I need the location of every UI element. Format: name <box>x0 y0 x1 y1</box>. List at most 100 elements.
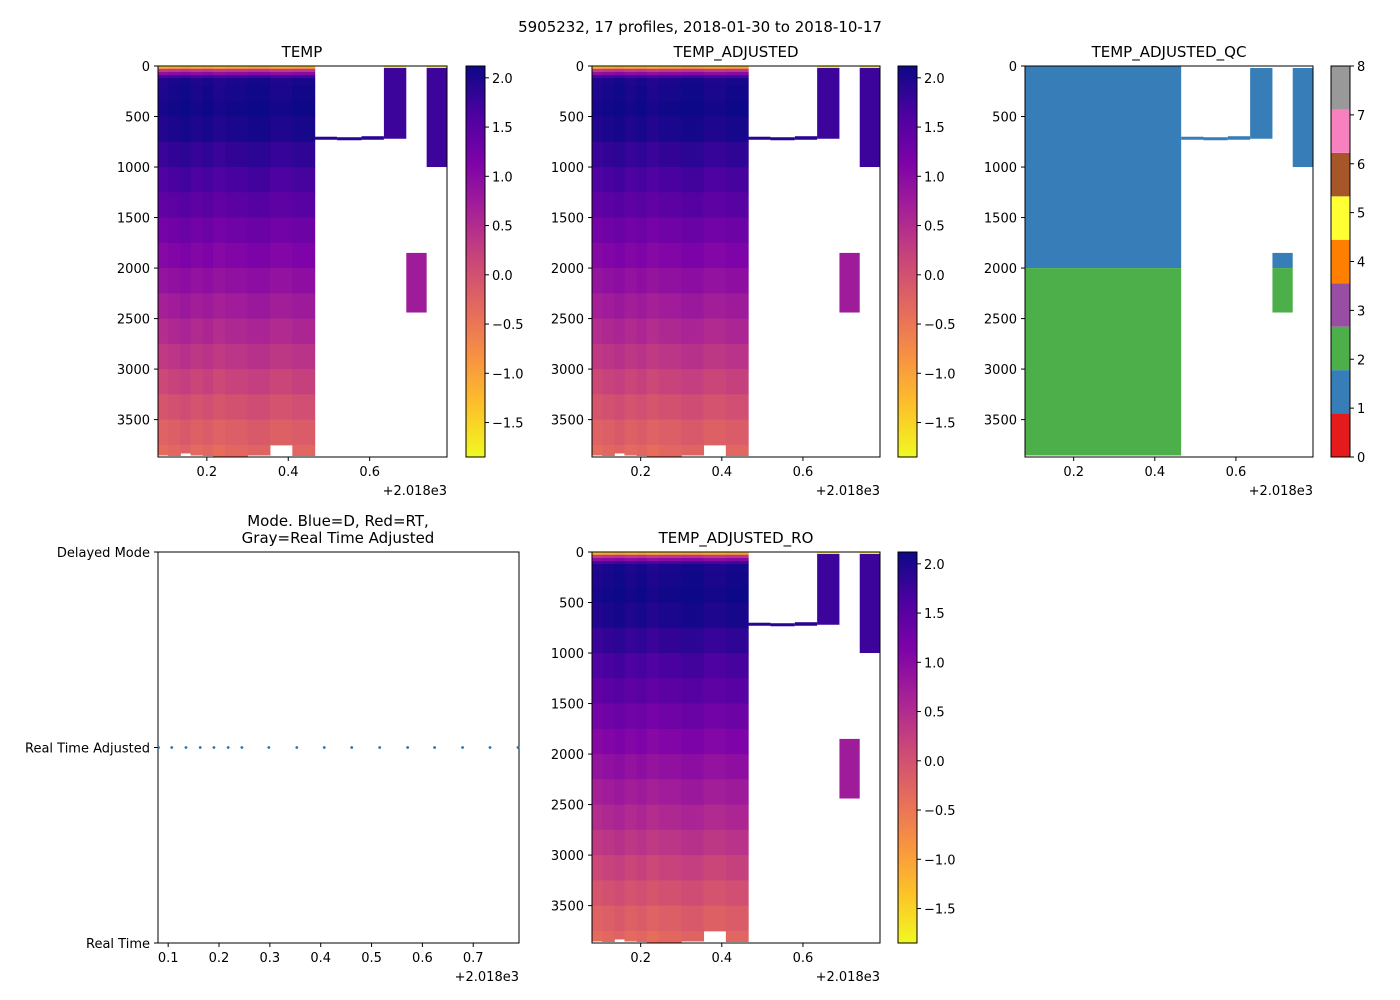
profile-cell <box>614 728 625 755</box>
profile-cell <box>614 444 625 454</box>
profile-cell <box>725 703 749 730</box>
panel-title: TEMP_ADJUSTED_QC <box>1091 43 1247 62</box>
y-tick-label: 3500 <box>551 900 584 915</box>
profile-cell <box>602 242 615 269</box>
profile-cell <box>658 116 682 143</box>
profile-cell <box>180 419 192 446</box>
profile-cell <box>725 75 749 79</box>
profile-cell <box>292 75 316 79</box>
profile-cell <box>180 318 192 345</box>
profile-cell <box>658 678 682 705</box>
profile-cell <box>636 78 648 87</box>
profile-cell <box>292 318 316 345</box>
profile-cell <box>703 627 727 654</box>
profile-cell <box>703 141 727 168</box>
profile-cell <box>725 67 749 70</box>
profile-cell <box>725 141 749 168</box>
profile-cell <box>624 217 638 244</box>
profile-cell <box>247 69 271 73</box>
profile-cell <box>602 905 615 932</box>
profile-cell <box>646 905 660 932</box>
profile-cell <box>168 69 181 73</box>
profile-cell <box>681 369 705 395</box>
profile-cell <box>292 66 316 69</box>
profile-cell <box>658 78 682 87</box>
y-tick-label: 2000 <box>551 262 584 277</box>
colorbar-tick-label: 1.0 <box>924 656 945 671</box>
qc-cell <box>1292 68 1313 168</box>
profile-cell <box>646 268 660 294</box>
profile-cell <box>646 444 660 458</box>
profile-cell <box>190 66 204 69</box>
profile-cell <box>168 67 181 70</box>
profile-cell <box>624 141 638 168</box>
profile-cell <box>225 78 249 87</box>
profile-cell <box>292 78 316 87</box>
profile-cell <box>383 66 407 70</box>
profile-cell <box>646 572 660 588</box>
profile-cell <box>592 369 603 395</box>
profile-cell <box>725 268 749 294</box>
mode-axes: 0.1 0.2 0.3 0.4 0.5 0.6 0.7 Real Time Real Time … <box>25 546 484 966</box>
profile-cell <box>646 67 660 70</box>
profile-cell <box>225 66 249 69</box>
profile-cell <box>658 69 682 73</box>
profile-cell <box>681 67 705 70</box>
profile-cell <box>658 75 682 79</box>
profile-cell <box>168 116 181 143</box>
profile-cell <box>190 192 204 219</box>
profile-cell <box>636 552 648 555</box>
profile-cell <box>725 101 749 118</box>
profile-cell <box>681 555 705 559</box>
profile-cell <box>703 587 727 604</box>
profile-cell <box>592 86 603 102</box>
profile-cell <box>225 116 249 143</box>
y-tick-label: Delayed Mode <box>57 546 150 561</box>
profile-cell <box>646 561 660 565</box>
profile-cell <box>646 930 660 944</box>
profile-cell <box>658 552 682 555</box>
profile-cell <box>624 602 638 629</box>
profile-cell <box>614 880 625 907</box>
x-tick-label: 0.2 <box>630 465 651 480</box>
profile-cell <box>212 217 226 244</box>
profile-cell <box>247 101 271 118</box>
qc-colorbar-segment <box>1331 196 1350 240</box>
profile-cell <box>614 627 625 654</box>
profile-cell <box>592 116 603 143</box>
profile-cell <box>180 141 192 168</box>
profile-cell <box>180 101 192 118</box>
profile-cell <box>725 880 749 907</box>
profile-cell <box>681 86 705 102</box>
profile-cell <box>681 419 705 446</box>
profile-cell <box>212 268 226 294</box>
profile-cell <box>202 394 214 421</box>
profile-cell <box>624 930 638 942</box>
profile-cell <box>703 653 727 679</box>
profile-cell <box>247 268 271 294</box>
colorbar-tick-label: 0.5 <box>924 706 945 721</box>
profile-cell <box>247 369 271 395</box>
profile-cell <box>592 558 603 562</box>
profile-cell <box>592 141 603 168</box>
profile-cell <box>703 602 727 629</box>
profile-cell <box>602 318 615 345</box>
profile-cell <box>602 444 615 456</box>
profile-cell <box>725 728 749 755</box>
profile-cell <box>614 66 625 69</box>
x-offset-label: +2.018e3 <box>383 484 447 499</box>
profile-cell <box>592 572 603 588</box>
profile-cell <box>168 343 181 370</box>
profile-cell <box>703 394 727 421</box>
profile-cell <box>636 905 648 932</box>
profile-cell <box>658 293 682 320</box>
profile-cell <box>168 217 181 244</box>
profile-cell <box>202 116 214 143</box>
figure-title: 5905232, 17 profiles, 2018-01-30 to 2018… <box>518 18 882 36</box>
profile-cell <box>703 561 727 565</box>
colorbar-tick-label: 6 <box>1357 158 1365 173</box>
profile-cell <box>426 66 447 70</box>
colorbar-tick-label: −0.5 <box>924 318 956 333</box>
profile-cell <box>225 167 249 193</box>
profile-cell <box>658 880 682 907</box>
